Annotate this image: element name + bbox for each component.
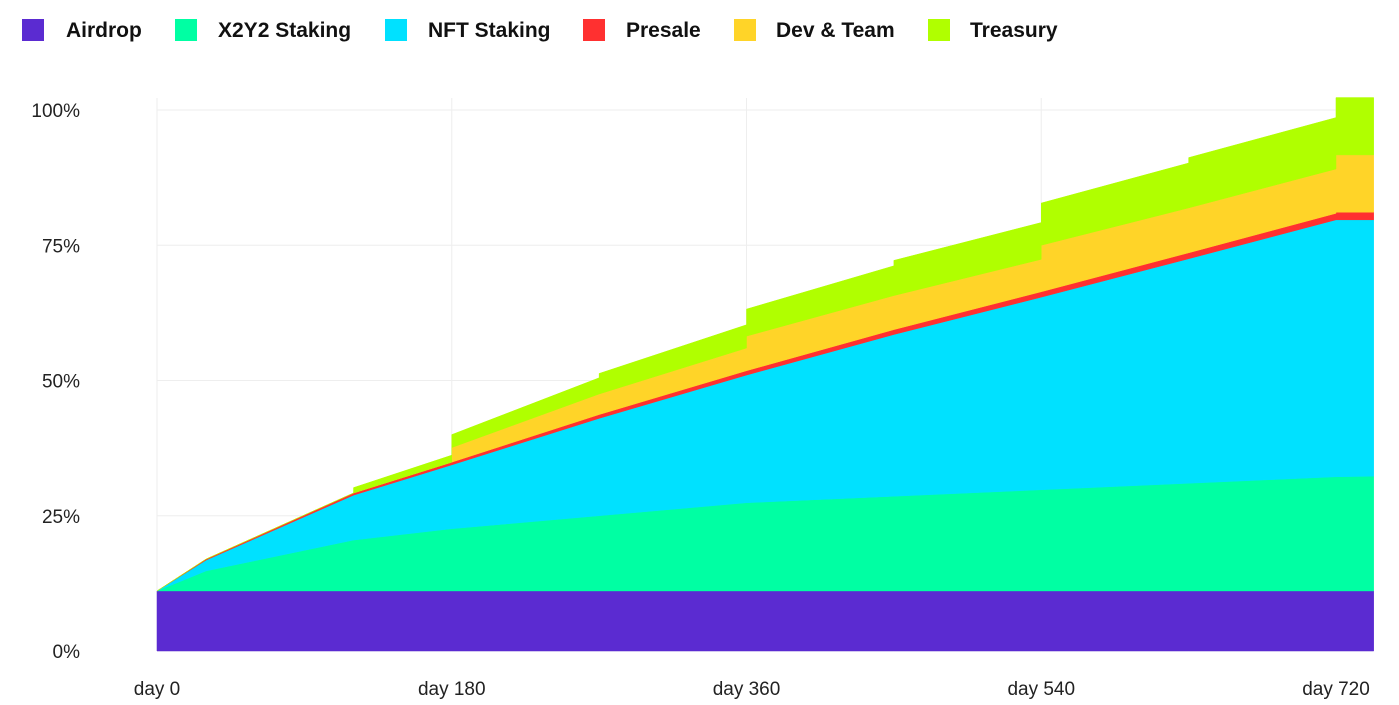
- x-axis: day 0 day 180 day 360 day 540 day 720: [134, 679, 1370, 700]
- legend-label-x2y2-staking[interactable]: X2Y2 Staking: [218, 19, 351, 42]
- y-tick-label: 50%: [42, 372, 80, 393]
- y-axis: 0% 25% 50% 75% 100%: [31, 101, 80, 663]
- legend: Airdrop X2Y2 Staking NFT Staking Presale Dev…: [22, 19, 1058, 42]
- legend-swatch-nft-staking: [385, 19, 407, 41]
- legend-swatch-presale: [583, 19, 605, 41]
- areas: [156, 97, 1374, 652]
- x-tick-label: day 180: [418, 679, 486, 700]
- x-tick-label: day 540: [1007, 679, 1075, 700]
- x-tick-label: day 720: [1302, 679, 1370, 700]
- area-airdrop: [156, 590, 1374, 652]
- legend-swatch-airdrop: [22, 19, 44, 41]
- x-tick-label: day 360: [713, 679, 781, 700]
- area-treasury: [156, 97, 1374, 592]
- y-tick-label: 25%: [42, 507, 80, 528]
- legend-swatch-x2y2-staking: [175, 19, 197, 41]
- legend-swatch-treasury: [928, 19, 950, 41]
- legend-label-dev-team[interactable]: Dev & Team: [776, 19, 895, 42]
- y-tick-label: 0%: [53, 642, 81, 663]
- legend-label-presale[interactable]: Presale: [626, 19, 701, 42]
- legend-swatch-dev-team: [734, 19, 756, 41]
- y-tick-label: 100%: [31, 101, 80, 122]
- x-tick-label: day 0: [134, 679, 180, 700]
- legend-label-treasury[interactable]: Treasury: [970, 19, 1058, 42]
- legend-label-airdrop[interactable]: Airdrop: [66, 19, 142, 42]
- y-tick-label: 75%: [42, 236, 80, 257]
- legend-label-nft-staking[interactable]: NFT Staking: [428, 19, 551, 42]
